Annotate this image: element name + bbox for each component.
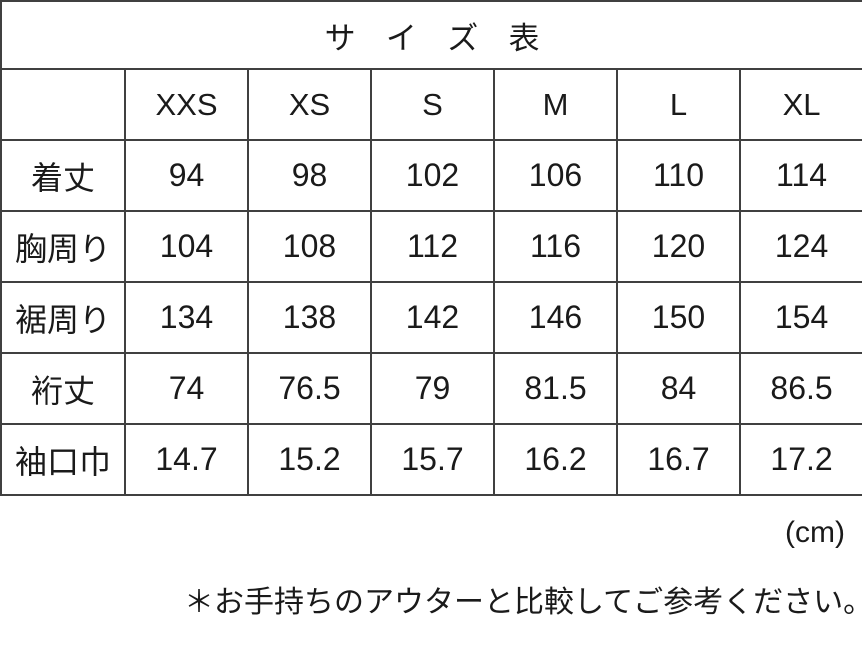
cell-value: 81.5 (493, 352, 618, 425)
row-label-hem: 裾周り (0, 281, 126, 354)
cell-value: 74 (124, 352, 249, 425)
table-title: サ イ ズ 表 (0, 0, 862, 70)
cell-value: 15.7 (370, 423, 495, 496)
row-label-sleeve-length: 裄丈 (0, 352, 126, 425)
column-header-xl: XL (738, 68, 862, 141)
cell-value: 116 (493, 210, 618, 283)
cell-value: 16.7 (616, 423, 741, 496)
cell-value: 102 (370, 139, 495, 212)
cell-value: 84 (616, 352, 741, 425)
cell-value: 98 (247, 139, 372, 212)
row-label-body-length: 着丈 (0, 139, 126, 212)
column-header-blank (0, 68, 126, 141)
table-row-hem: 裾周り 134 138 142 146 150 154 (0, 281, 862, 354)
column-header-s: S (370, 68, 495, 141)
cell-value: 108 (247, 210, 372, 283)
table-header-row: XXS XS S M L XL (0, 68, 862, 141)
cell-value: 94 (124, 139, 249, 212)
cell-value: 76.5 (247, 352, 372, 425)
cell-value: 120 (616, 210, 741, 283)
column-header-l: L (616, 68, 741, 141)
size-chart-table: サ イ ズ 表 XXS XS S M L XL 着丈 94 98 102 106… (0, 0, 862, 496)
cell-value: 104 (124, 210, 249, 283)
cell-value: 154 (738, 281, 862, 354)
cell-value: 110 (616, 139, 741, 212)
cell-value: 142 (370, 281, 495, 354)
cell-value: 79 (370, 352, 495, 425)
cell-value: 15.2 (247, 423, 372, 496)
cell-value: 150 (616, 281, 741, 354)
cell-value: 14.7 (124, 423, 249, 496)
table-title-row: サ イ ズ 表 (0, 0, 862, 70)
column-header-xs: XS (247, 68, 372, 141)
cell-value: 134 (124, 281, 249, 354)
cell-value: 16.2 (493, 423, 618, 496)
table-row-cuff-width: 袖口巾 14.7 15.2 15.7 16.2 16.7 17.2 (0, 423, 862, 496)
unit-label: (cm) (785, 516, 845, 549)
reference-note: ＊お手持ちのアウターと比較してご参考ください。 (184, 586, 862, 619)
cell-value: 112 (370, 210, 495, 283)
cell-value: 17.2 (738, 423, 862, 496)
row-label-chest: 胸周り (0, 210, 126, 283)
table-row-body-length: 着丈 94 98 102 106 110 114 (0, 139, 862, 212)
cell-value: 114 (738, 139, 862, 212)
column-header-xxs: XXS (124, 68, 249, 141)
cell-value: 138 (247, 281, 372, 354)
table-row-sleeve-length: 裄丈 74 76.5 79 81.5 84 86.5 (0, 352, 862, 425)
row-label-cuff-width: 袖口巾 (0, 423, 126, 496)
cell-value: 146 (493, 281, 618, 354)
cell-value: 124 (738, 210, 862, 283)
column-header-m: M (493, 68, 618, 141)
cell-value: 106 (493, 139, 618, 212)
table-row-chest: 胸周り 104 108 112 116 120 124 (0, 210, 862, 283)
cell-value: 86.5 (738, 352, 862, 425)
